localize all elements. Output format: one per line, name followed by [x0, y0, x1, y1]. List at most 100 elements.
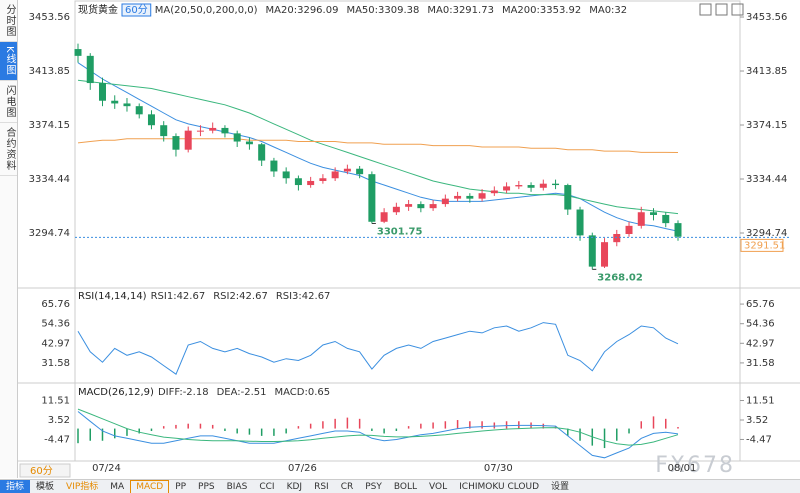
- toolbar-item[interactable]: 设置: [551, 482, 570, 492]
- y-tick-label: 11.51: [41, 396, 70, 407]
- candle-body: [319, 178, 327, 181]
- candle-body: [576, 209, 584, 236]
- toolbar-item[interactable]: MA: [110, 482, 125, 492]
- toolbar-item[interactable]: PPS: [198, 482, 215, 492]
- candle-body: [564, 185, 572, 210]
- indicator-legend: MA20:3296.09: [266, 5, 339, 16]
- indicator-line: [77, 411, 679, 459]
- y-tick-label: 3294.74: [29, 228, 70, 239]
- candle-body: [74, 49, 82, 56]
- candle-body: [625, 225, 633, 235]
- candle-body: [270, 160, 278, 172]
- candle-body: [172, 136, 180, 150]
- candle-body: [637, 212, 645, 226]
- indicator-legend: DEA:-2.51: [217, 387, 267, 398]
- y-tick-label-right: 3294.74: [746, 228, 787, 239]
- candle-body: [515, 185, 523, 187]
- x-tick-label: 07/30: [484, 463, 513, 474]
- candle-body: [429, 204, 437, 209]
- indicator-line: [77, 408, 679, 446]
- candle-body: [294, 178, 302, 186]
- sidebar-tab[interactable]: 合约资料: [0, 123, 17, 176]
- indicator-legend: MA(20,50,0,200,0,0): [155, 5, 258, 16]
- y-tick-label: 3.52: [48, 415, 70, 426]
- indicator-legend: MA200:3353.92: [502, 5, 581, 16]
- candle-body: [441, 198, 449, 205]
- candle-body: [552, 183, 560, 186]
- candle-body: [601, 242, 609, 267]
- candle-body: [588, 235, 596, 267]
- toolbar-item[interactable]: PP: [175, 482, 187, 492]
- y-tick-label-right: 31.58: [746, 358, 775, 369]
- y-tick-label-right: 3334.44: [746, 174, 787, 185]
- indicator-legend: MA0:3291.73: [427, 5, 494, 16]
- y-tick-label-right: 3.52: [746, 415, 768, 426]
- candle-body: [221, 127, 229, 134]
- tool-icon: [699, 3, 712, 16]
- interval-label: 60分: [125, 4, 148, 16]
- candle-body: [405, 204, 413, 207]
- sidebar-tab[interactable]: K线图: [0, 42, 17, 81]
- toolbar-item[interactable]: BOLL: [393, 482, 418, 492]
- indicator-line: [77, 138, 679, 153]
- candle-body: [503, 186, 511, 191]
- tool-icon: [715, 3, 728, 16]
- y-tick-label: 3374.15: [29, 120, 70, 131]
- candle-body: [417, 204, 425, 209]
- toolbar-item[interactable]: 指标: [0, 480, 31, 493]
- candle-body: [209, 127, 217, 131]
- indicator-line: [77, 322, 679, 375]
- y-tick-label-right: 54.36: [746, 319, 775, 330]
- candle-body: [258, 144, 266, 161]
- toolbar-item[interactable]: MACD: [130, 480, 170, 493]
- toolbar-item[interactable]: RSI: [314, 482, 329, 492]
- y-tick-label: 42.97: [41, 338, 70, 349]
- candle-body: [123, 103, 131, 107]
- y-tick-label-right: 3374.15: [746, 120, 787, 131]
- candle-body: [662, 214, 670, 224]
- candle-body: [356, 168, 364, 175]
- candle-body: [331, 171, 339, 179]
- toolbar-item[interactable]: 模板: [36, 482, 55, 492]
- y-tick-label-right: -4.47: [746, 434, 772, 445]
- watermark: FX678: [655, 453, 735, 478]
- panel-title: RSI(14,14,14): [78, 291, 147, 302]
- last-price-box: [740, 238, 784, 252]
- sidebar-tab[interactable]: 分时图: [0, 0, 17, 42]
- toolbar-item[interactable]: ICHIMOKU CLOUD: [459, 482, 540, 492]
- candle-body: [282, 171, 290, 179]
- sidebar-tab[interactable]: 闪电图: [0, 81, 17, 123]
- y-tick-label: 65.76: [41, 299, 70, 310]
- x-tick-label: 07/24: [92, 463, 121, 474]
- candle-body: [147, 114, 155, 126]
- tool-icon: [731, 3, 744, 16]
- panel-title: 现货黄金: [78, 3, 118, 16]
- toolbar-item[interactable]: BIAS: [226, 482, 248, 492]
- candle-body: [527, 185, 535, 188]
- low-annotation: 3268.02: [597, 272, 643, 283]
- toolbar-item[interactable]: VIP指标: [66, 482, 99, 492]
- y-tick-label: 3453.56: [29, 12, 70, 23]
- toolbar-item[interactable]: CCI: [259, 482, 275, 492]
- candle-body: [307, 180, 315, 186]
- x-tick-label: 07/26: [288, 463, 317, 474]
- interval-box: [121, 3, 152, 17]
- toolbar-item[interactable]: VOL: [429, 482, 448, 492]
- toolbar-item[interactable]: PSY: [365, 482, 382, 492]
- candle-body: [196, 130, 204, 132]
- toolbar: 指标 模板 VIP指标 MA MACD PP PPS BIAS CCI KDJ RSI CR PSY BO…: [0, 479, 800, 493]
- candle-body: [111, 100, 119, 104]
- indicator-legend: RSI2:42.67: [213, 291, 268, 302]
- y-tick-label: 3413.85: [29, 66, 70, 77]
- low-annotation: 3301.75: [377, 226, 423, 237]
- candle-body: [466, 195, 474, 199]
- indicator-legend: DIFF:-2.18: [158, 387, 209, 398]
- indicator-legend: MACD:0.65: [275, 387, 331, 398]
- indicator-legend: MA50:3309.38: [346, 5, 419, 16]
- y-tick-label-right: 65.76: [746, 299, 775, 310]
- x-tick-label: 08/01: [668, 463, 697, 474]
- interval-selector[interactable]: [19, 463, 71, 478]
- toolbar-item[interactable]: KDJ: [286, 482, 303, 492]
- candle-body: [454, 195, 462, 199]
- toolbar-item[interactable]: CR: [340, 482, 354, 492]
